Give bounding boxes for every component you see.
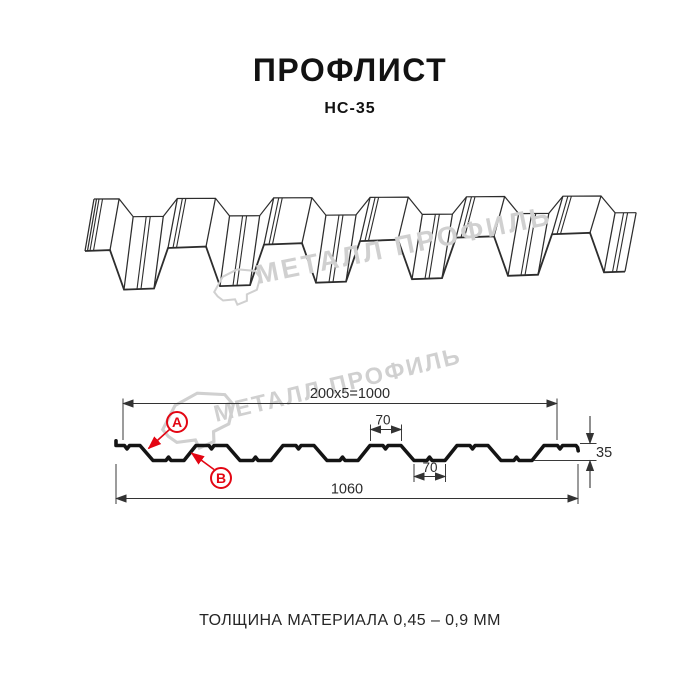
dim-rib-bottom-width: 70 xyxy=(422,460,437,475)
callout-labels: A B xyxy=(147,411,232,489)
label-b-circle xyxy=(210,467,232,489)
page-title: ПРОФЛИСТ xyxy=(252,52,448,88)
dim-top-width: 200x5=1000 xyxy=(310,386,390,402)
cross-section-view xyxy=(114,439,580,463)
label-b-text: B xyxy=(216,470,226,486)
label-a-text: A xyxy=(172,414,182,430)
metal-profil-logo-icon xyxy=(213,268,262,306)
dimension-lines: 200x5=1000 70 70 1060 35 xyxy=(115,386,612,504)
watermark-text: МЕТАЛЛ ПРОФИЛЬ xyxy=(211,342,464,427)
profile-model-code: НС-35 xyxy=(324,100,376,117)
thickness-note: ТОЛЩИНА МАТЕРИАЛА 0,45 – 0,9 ММ xyxy=(199,612,501,629)
metal-profil-logo-icon xyxy=(160,391,235,451)
cross-section-profile xyxy=(114,439,580,463)
profile-3d-view xyxy=(84,195,637,291)
dim-total-width: 1060 xyxy=(331,482,363,498)
dim-rib-top-width: 70 xyxy=(375,413,390,428)
watermark-3d-group: МЕТАЛЛ ПРОФИЛЬ xyxy=(213,200,555,306)
dim-height: 35 xyxy=(596,445,612,461)
label-a-circle xyxy=(166,411,188,433)
